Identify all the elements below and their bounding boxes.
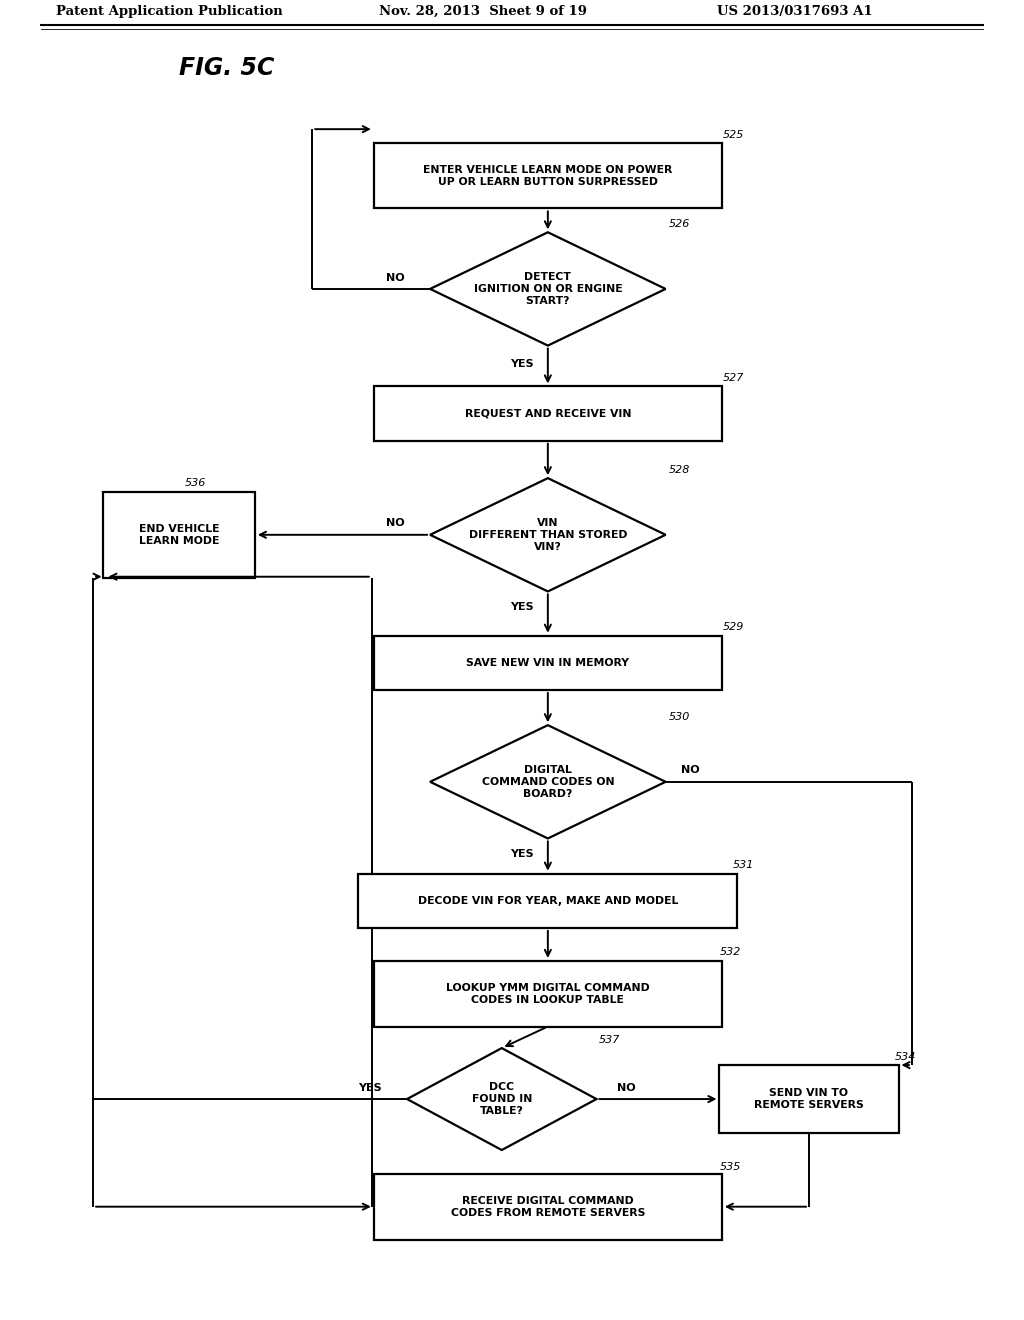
Text: 536: 536 bbox=[184, 478, 206, 488]
Text: 525: 525 bbox=[723, 131, 744, 140]
FancyBboxPatch shape bbox=[358, 874, 737, 928]
Text: 527: 527 bbox=[723, 374, 744, 383]
Text: END VEHICLE
LEARN MODE: END VEHICLE LEARN MODE bbox=[139, 524, 219, 545]
Text: DCC
FOUND IN
TABLE?: DCC FOUND IN TABLE? bbox=[472, 1082, 531, 1115]
Polygon shape bbox=[430, 232, 666, 346]
Text: DECODE VIN FOR YEAR, MAKE AND MODEL: DECODE VIN FOR YEAR, MAKE AND MODEL bbox=[418, 896, 678, 906]
Text: YES: YES bbox=[510, 849, 535, 859]
Text: DIGITAL
COMMAND CODES ON
BOARD?: DIGITAL COMMAND CODES ON BOARD? bbox=[481, 764, 614, 799]
Text: DETECT
IGNITION ON OR ENGINE
START?: DETECT IGNITION ON OR ENGINE START? bbox=[473, 272, 623, 306]
Text: YES: YES bbox=[510, 602, 535, 612]
FancyBboxPatch shape bbox=[374, 636, 722, 690]
FancyBboxPatch shape bbox=[103, 492, 255, 578]
Text: 532: 532 bbox=[720, 948, 741, 957]
Text: 534: 534 bbox=[895, 1052, 916, 1061]
Polygon shape bbox=[407, 1048, 596, 1150]
FancyBboxPatch shape bbox=[374, 1173, 722, 1239]
Text: SAVE NEW VIN IN MEMORY: SAVE NEW VIN IN MEMORY bbox=[466, 657, 630, 668]
Text: 535: 535 bbox=[720, 1162, 741, 1172]
Text: LOOKUP YMM DIGITAL COMMAND
CODES IN LOOKUP TABLE: LOOKUP YMM DIGITAL COMMAND CODES IN LOOK… bbox=[446, 982, 649, 1005]
Text: YES: YES bbox=[510, 359, 535, 368]
Text: Nov. 28, 2013  Sheet 9 of 19: Nov. 28, 2013 Sheet 9 of 19 bbox=[379, 5, 587, 18]
Text: NO: NO bbox=[386, 519, 404, 528]
Text: 537: 537 bbox=[599, 1035, 621, 1044]
Polygon shape bbox=[430, 478, 666, 591]
Text: FIG. 5C: FIG. 5C bbox=[179, 55, 274, 81]
Text: ENTER VEHICLE LEARN MODE ON POWER
UP OR LEARN BUTTON SURPRESSED: ENTER VEHICLE LEARN MODE ON POWER UP OR … bbox=[423, 165, 673, 186]
Text: SEND VIN TO
REMOTE SERVERS: SEND VIN TO REMOTE SERVERS bbox=[754, 1088, 864, 1110]
Text: NO: NO bbox=[386, 273, 404, 282]
FancyBboxPatch shape bbox=[374, 961, 722, 1027]
Text: YES: YES bbox=[357, 1082, 381, 1093]
Text: REQUEST AND RECEIVE VIN: REQUEST AND RECEIVE VIN bbox=[465, 409, 631, 418]
Text: NO: NO bbox=[616, 1082, 636, 1093]
Text: NO: NO bbox=[681, 766, 699, 775]
Text: 526: 526 bbox=[669, 219, 690, 228]
FancyBboxPatch shape bbox=[374, 387, 722, 441]
Text: 531: 531 bbox=[733, 861, 755, 870]
Text: 529: 529 bbox=[723, 622, 744, 632]
FancyBboxPatch shape bbox=[719, 1065, 899, 1133]
FancyBboxPatch shape bbox=[374, 143, 722, 209]
Polygon shape bbox=[430, 725, 666, 838]
Text: 528: 528 bbox=[669, 465, 690, 475]
Text: US 2013/0317693 A1: US 2013/0317693 A1 bbox=[717, 5, 872, 18]
Text: VIN
DIFFERENT THAN STORED
VIN?: VIN DIFFERENT THAN STORED VIN? bbox=[469, 517, 627, 552]
Text: 530: 530 bbox=[669, 711, 690, 722]
Text: RECEIVE DIGITAL COMMAND
CODES FROM REMOTE SERVERS: RECEIVE DIGITAL COMMAND CODES FROM REMOT… bbox=[451, 1196, 645, 1217]
Text: Patent Application Publication: Patent Application Publication bbox=[56, 5, 283, 18]
